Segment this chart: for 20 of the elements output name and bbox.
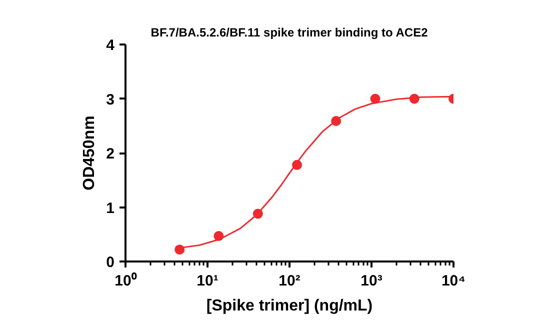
y-tick-label: 2 [106,146,114,162]
y-axis-title: OD450nm [81,116,98,190]
point [292,160,302,170]
chart-title: BF.7/BA.5.2.6/BF.11 spike trimer binding to ACE2 [150,26,428,40]
point [214,231,224,241]
x-tick-label: 10⁴ [441,272,466,290]
point [331,116,342,126]
x-tick-label: 10³ [360,272,382,290]
point [370,94,380,104]
point [252,208,263,219]
x-tick-label: 10¹ [196,272,218,290]
point [174,244,185,255]
y-tick-label: 0 [106,254,114,271]
y-tick-label: 1 [106,200,114,217]
x-tick-label: 10² [278,272,300,290]
x-axis-title: [Spike trimer] (ng/mL) [206,298,373,314]
point [409,94,420,104]
y-tick-label: 3 [106,91,114,108]
y-tick-label: 4 [106,37,116,54]
x-tick-label: 10⁰ [114,272,138,290]
